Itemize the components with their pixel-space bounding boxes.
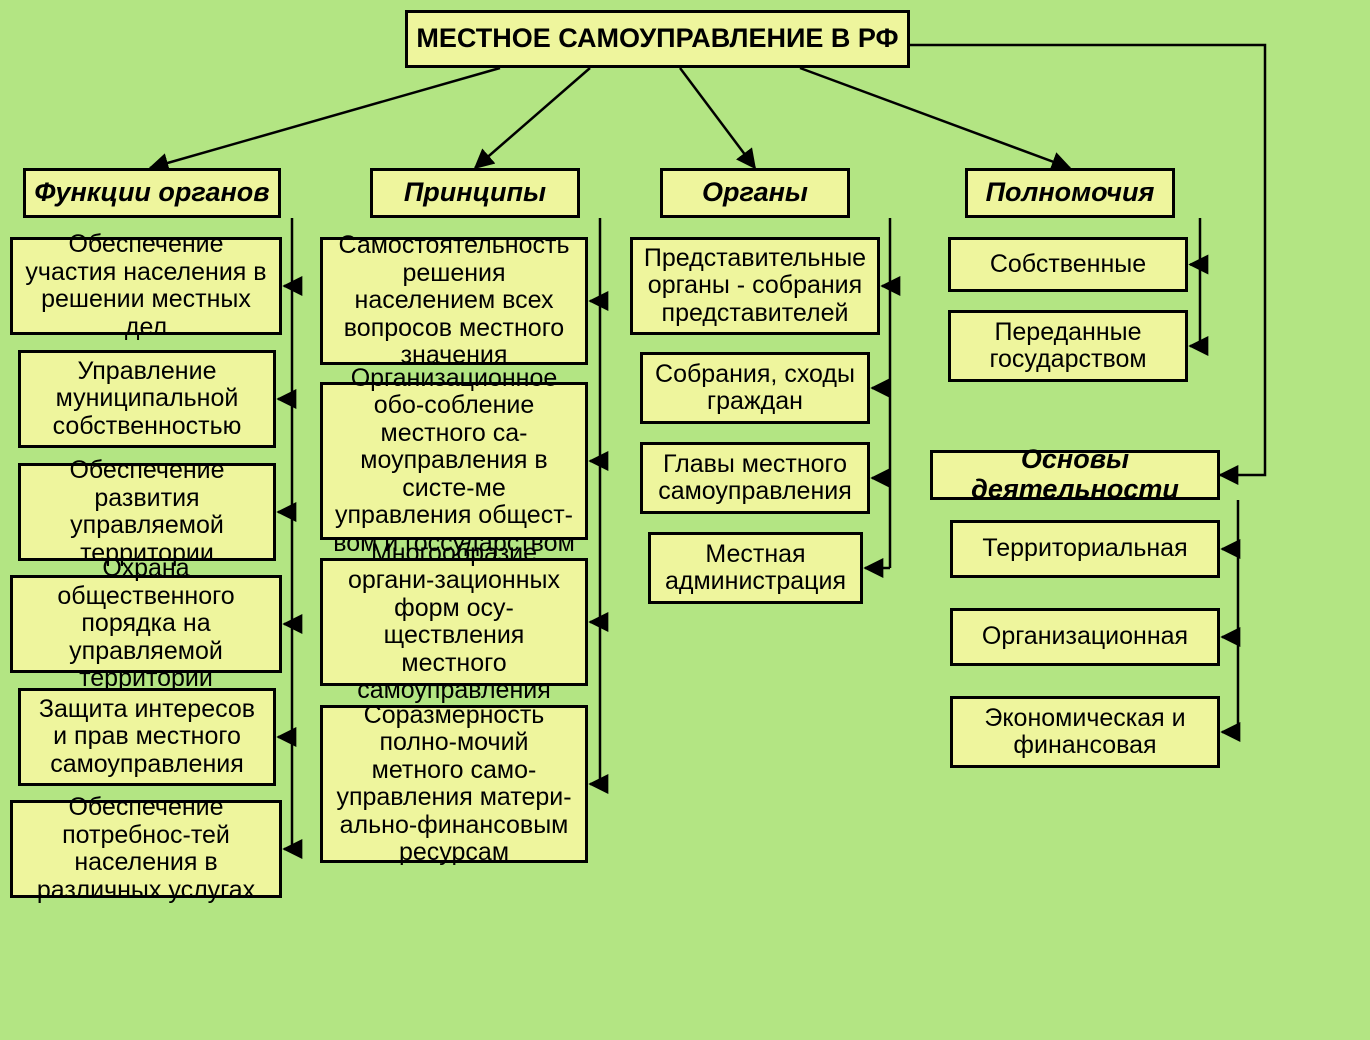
- item-bodies-1: Собрания, сходы граждан: [640, 352, 870, 424]
- item-principles-0-label: Самостоятельность решения населением все…: [331, 232, 577, 370]
- header-principles: Принципы: [370, 168, 580, 218]
- header-functions-label: Функции органов: [34, 178, 269, 208]
- item-foundations-2-label: Экономическая и финансовая: [961, 705, 1209, 760]
- item-foundations-2: Экономическая и финансовая: [950, 696, 1220, 768]
- header-powers: Полномочия: [965, 168, 1175, 218]
- item-foundations-0: Территориальная: [950, 520, 1220, 578]
- title-box-label: МЕСТНОЕ САМОУПРАВЛЕНИЕ В РФ: [416, 24, 898, 54]
- item-foundations-0-label: Территориальная: [982, 535, 1187, 563]
- item-foundations-1: Организационная: [950, 608, 1220, 666]
- item-bodies-0-label: Представительные органы - собрания предс…: [641, 245, 869, 328]
- item-bodies-1-label: Собрания, сходы граждан: [651, 361, 859, 416]
- item-powers-1: Переданные государством: [948, 310, 1188, 382]
- item-bodies-3: Местная администрация: [648, 532, 863, 604]
- item-principles-2-label: Многообразие органи-зационных форм осу-щ…: [331, 540, 577, 705]
- item-functions-2: Обеспечение развития управляемой террито…: [18, 463, 276, 561]
- item-functions-3: Охрана общественного порядка на управляе…: [10, 575, 282, 673]
- item-principles-1-label: Организационное обо-собление местного са…: [331, 365, 577, 558]
- item-powers-0-label: Собственные: [990, 251, 1146, 279]
- header-bodies: Органы: [660, 168, 850, 218]
- item-bodies-0: Представительные органы - собрания предс…: [630, 237, 880, 335]
- item-principles-2: Многообразие органи-зационных форм осу-щ…: [320, 558, 588, 686]
- header-functions: Функции органов: [23, 168, 281, 218]
- header-principles-label: Принципы: [404, 178, 546, 208]
- item-functions-1-label: Управление муниципальной собственностью: [29, 358, 265, 441]
- header-powers-label: Полномочия: [986, 178, 1155, 208]
- item-functions-1: Управление муниципальной собственностью: [18, 350, 276, 448]
- header-foundations: Основы деятельности: [930, 450, 1220, 500]
- item-functions-5-label: Обеспечение потребнос-тей населения в ра…: [21, 794, 271, 904]
- item-principles-1: Организационное обо-собление местного са…: [320, 382, 588, 540]
- item-functions-2-label: Обеспечение развития управляемой террито…: [29, 457, 265, 567]
- item-principles-3: Соразмерность полно-мочий метного само-у…: [320, 705, 588, 863]
- item-functions-4: Защита интересов и прав местного самоупр…: [18, 688, 276, 786]
- header-foundations-label: Основы деятельности: [941, 445, 1209, 504]
- item-principles-3-label: Соразмерность полно-мочий метного само-у…: [331, 702, 577, 867]
- item-bodies-3-label: Местная администрация: [659, 541, 852, 596]
- item-foundations-1-label: Организационная: [982, 623, 1188, 651]
- item-powers-0: Собственные: [948, 237, 1188, 292]
- item-functions-5: Обеспечение потребнос-тей населения в ра…: [10, 800, 282, 898]
- title-box: МЕСТНОЕ САМОУПРАВЛЕНИЕ В РФ: [405, 10, 910, 68]
- item-principles-0: Самостоятельность решения населением все…: [320, 237, 588, 365]
- item-functions-0: Обеспечение участия населения в решении …: [10, 237, 282, 335]
- item-powers-1-label: Переданные государством: [959, 319, 1177, 374]
- item-bodies-2: Главы местного самоуправления: [640, 442, 870, 514]
- item-bodies-2-label: Главы местного самоуправления: [651, 451, 859, 506]
- item-functions-4-label: Защита интересов и прав местного самоупр…: [29, 696, 265, 779]
- item-functions-0-label: Обеспечение участия населения в решении …: [21, 231, 271, 341]
- item-functions-3-label: Охрана общественного порядка на управляе…: [21, 555, 271, 693]
- header-bodies-label: Органы: [702, 178, 808, 208]
